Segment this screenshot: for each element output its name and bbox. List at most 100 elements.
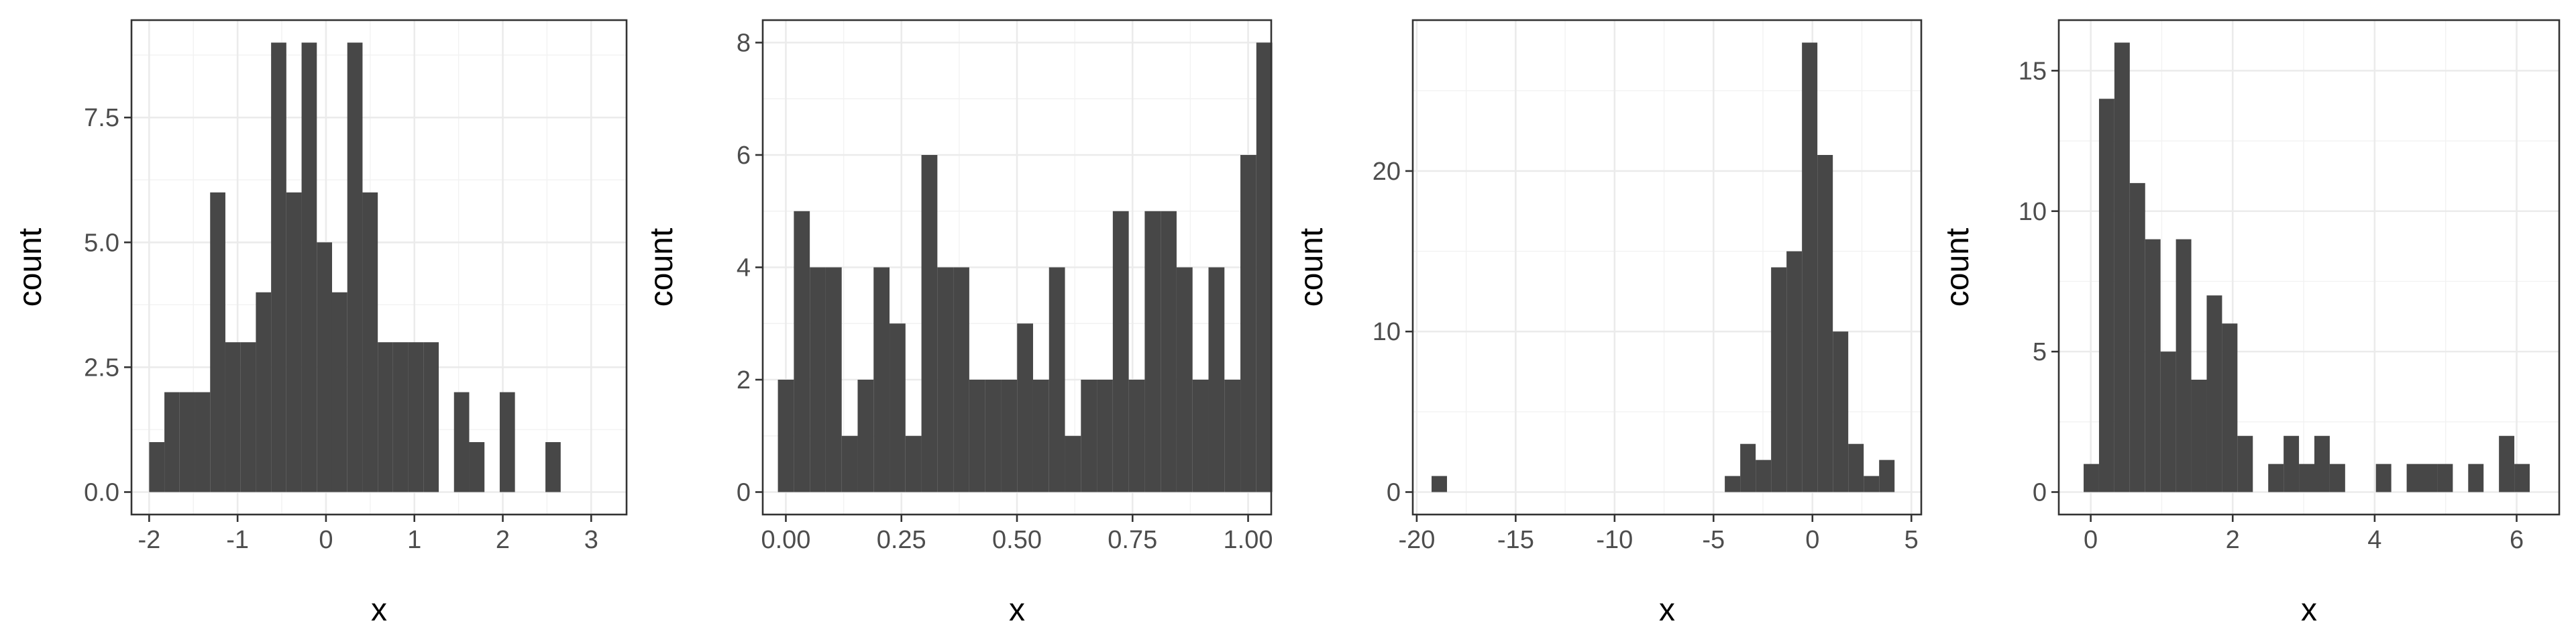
- histogram-panel-1: -2 -1 0 1 2 3 0.0 2.5 5.0 7.5 x count: [13, 19, 628, 628]
- histogram-bar: [1032, 380, 1049, 492]
- histogram-bar: [1208, 267, 1225, 492]
- y-axis-title: count: [1940, 228, 1976, 307]
- histogram-bar: [408, 342, 424, 492]
- x-tick-label: 4: [2367, 526, 2381, 554]
- histogram-bar: [2114, 42, 2130, 492]
- histogram-bar: [2237, 435, 2253, 492]
- x-tick-label: 6: [2510, 526, 2524, 554]
- histogram-bar: [1240, 155, 1256, 492]
- x-tick-label: 3: [584, 526, 598, 554]
- histogram-bar: [1001, 380, 1018, 492]
- histogram-bar: [210, 192, 225, 492]
- histogram-bar: [301, 42, 317, 492]
- histogram-bar: [985, 380, 1002, 492]
- histogram-bar: [1256, 42, 1273, 492]
- x-tick-label: 0: [1805, 526, 1819, 554]
- y-tick-label: 10: [1373, 318, 1401, 346]
- histogram-bar: [1771, 267, 1787, 492]
- histogram-bar: [195, 392, 211, 492]
- histogram-bar: [2129, 182, 2145, 492]
- histogram-bar: [1725, 476, 1741, 492]
- histogram-bar: [2406, 464, 2422, 492]
- y-tick-label: 15: [2019, 57, 2047, 85]
- panel-border: [130, 19, 628, 516]
- histogram-bar: [2176, 239, 2192, 492]
- y-tick-label: 20: [1373, 158, 1401, 186]
- y-axis-title: count: [1294, 228, 1330, 307]
- histogram-bar: [810, 267, 826, 492]
- y-tick-label: 0.0: [84, 479, 119, 507]
- histogram-bar: [1097, 380, 1113, 492]
- histogram-bar: [1017, 323, 1033, 492]
- histogram-bar: [2268, 464, 2284, 492]
- histogram-bar: [2514, 464, 2530, 492]
- histogram-bar: [873, 267, 890, 492]
- y-tick-label: 0: [737, 479, 751, 507]
- histogram-bar: [1432, 476, 1448, 492]
- histogram-bar: [2206, 295, 2222, 492]
- histogram-bar: [545, 442, 561, 492]
- histogram-bar: [469, 442, 485, 492]
- y-tick-label: 0: [1387, 479, 1401, 507]
- y-tick-label: 0: [2033, 479, 2047, 507]
- histogram-bar: [179, 392, 195, 492]
- histogram-panel-2: 0.00 0.25 0.50 0.75 1.00 0 2 4 6 8 x count: [644, 19, 1273, 628]
- histogram-bar: [2084, 464, 2099, 492]
- y-tick-label: 8: [737, 30, 751, 58]
- histogram-bar: [1192, 380, 1209, 492]
- y-tick-label: 5.0: [84, 229, 119, 257]
- histogram-bar: [317, 242, 332, 492]
- histogram-bar: [1879, 460, 1895, 492]
- histogram-bar: [347, 42, 363, 492]
- histogram-bar: [794, 211, 810, 492]
- x-tick-label: -5: [1702, 526, 1725, 554]
- histogram-bar: [1848, 443, 1864, 492]
- histogram-bar: [1740, 443, 1756, 492]
- histogram-bar: [499, 392, 515, 492]
- histogram-bar: [905, 435, 922, 492]
- y-tick-label: 2.5: [84, 354, 119, 382]
- x-tick-label: -10: [1596, 526, 1633, 554]
- x-tick-label: 1: [407, 526, 421, 554]
- histogram-bar: [271, 42, 286, 492]
- histogram-bar: [453, 392, 470, 492]
- histogram-bar: [149, 442, 165, 492]
- histogram-bar: [1833, 331, 1849, 492]
- x-tick-label: 1.00: [1224, 526, 1273, 554]
- histogram-bar: [2499, 435, 2515, 492]
- x-tick-label: 0.75: [1108, 526, 1157, 554]
- histogram-bar: [841, 435, 858, 492]
- x-tick-label: 0: [319, 526, 333, 554]
- histogram-bar: [857, 380, 874, 492]
- x-tick-label: -1: [226, 526, 249, 554]
- histogram-bar: [1161, 211, 1177, 492]
- y-tick-label: 5: [2033, 338, 2047, 366]
- histogram-bar: [2098, 99, 2114, 492]
- histogram-bar: [2284, 435, 2300, 492]
- histogram-bar: [2329, 464, 2345, 492]
- histogram-bar: [362, 192, 378, 492]
- histogram-bar: [1224, 380, 1241, 492]
- histogram-panel-3: -20 -15 -10 -5 0 5 0 10 20 x count: [1294, 19, 1923, 628]
- histogram-bar: [1756, 460, 1772, 492]
- histogram-bar: [777, 380, 794, 492]
- histogram-bar: [1128, 380, 1145, 492]
- x-tick-label: 2: [496, 526, 510, 554]
- histogram-bar: [890, 323, 906, 492]
- histogram-bar: [953, 267, 969, 492]
- x-axis-title: x: [1009, 592, 1025, 628]
- x-tick-label: 0.25: [877, 526, 926, 554]
- histogram-bar: [378, 342, 393, 492]
- x-tick-label: -15: [1497, 526, 1534, 554]
- histogram-bar: [1176, 267, 1193, 492]
- histogram-bar: [1864, 476, 1880, 492]
- x-tick-label: 0: [2084, 526, 2098, 554]
- histogram-bar: [2437, 464, 2453, 492]
- histogram-bar: [2160, 352, 2176, 492]
- histogram-bar: [256, 292, 272, 492]
- histogram-bar: [240, 342, 256, 492]
- histogram-bar: [1112, 211, 1129, 492]
- x-axis-title: x: [371, 592, 387, 628]
- x-axis-title: x: [1659, 592, 1675, 628]
- y-tick-label: 7.5: [84, 104, 119, 132]
